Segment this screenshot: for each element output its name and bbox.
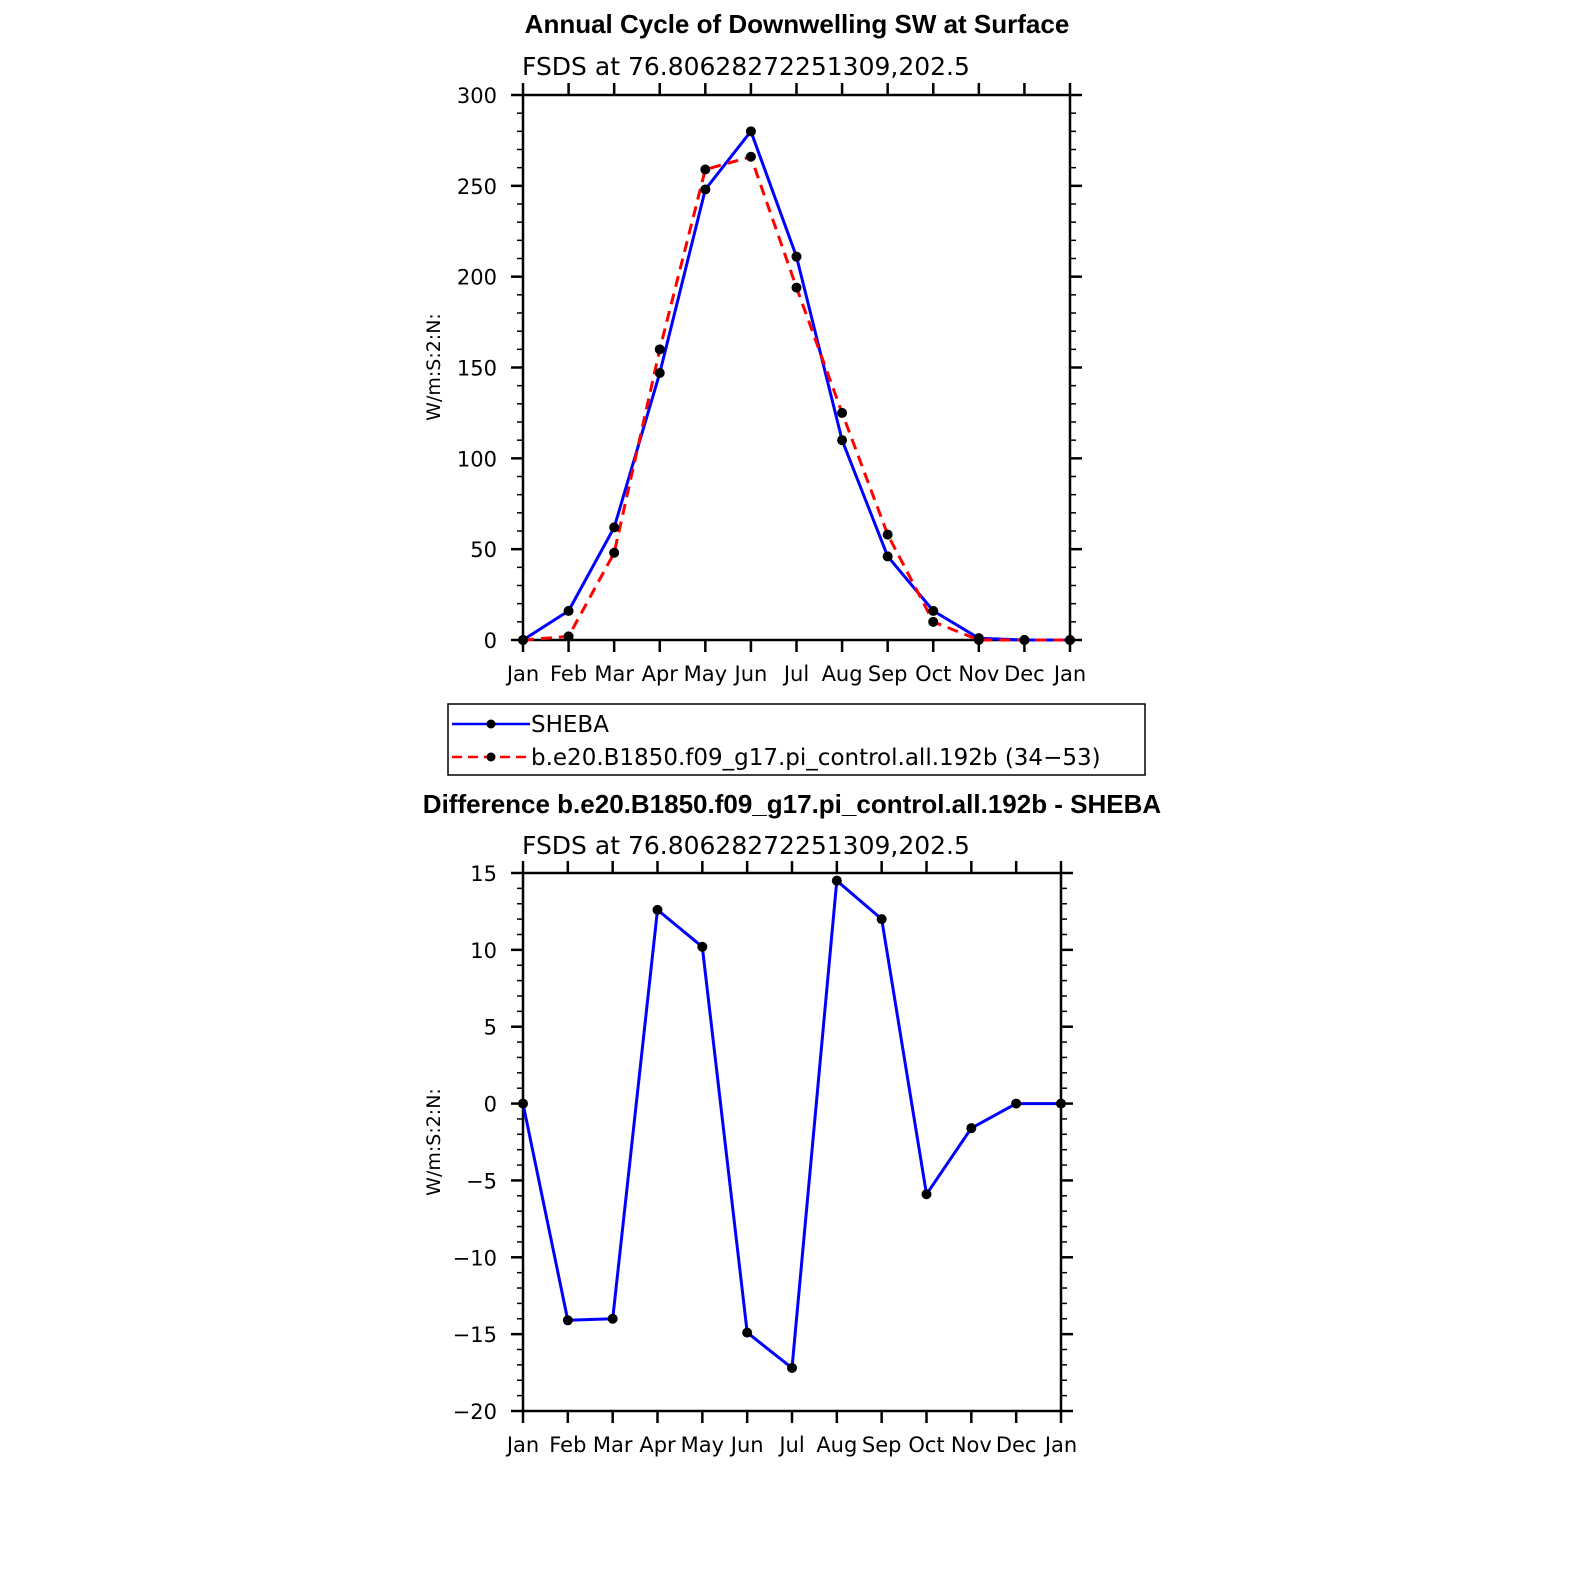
x-tick-label: Sep — [868, 662, 908, 686]
series-line-0 — [522, 129, 1070, 642]
x-tick-label: Aug — [822, 662, 863, 686]
x-tick-label: Apr — [642, 662, 679, 686]
data-point-0 — [876, 914, 887, 925]
y-tick-label: 150 — [457, 357, 497, 381]
plot-frame — [521, 93, 1072, 642]
x-tick-label: Oct — [908, 1433, 944, 1457]
data-point-1 — [609, 547, 620, 558]
x-tick-label: Mar — [594, 662, 634, 686]
x-tick-label: Oct — [915, 662, 951, 686]
data-point-1 — [791, 282, 802, 293]
x-tick-label: Jan — [1052, 662, 1086, 686]
data-point-0 — [652, 904, 663, 915]
data-point-1 — [928, 616, 939, 627]
series-line-0 — [521, 879, 1061, 1370]
chart-subtitle: FSDS at 76.80628272251309,202.5 — [522, 52, 970, 81]
series-line-1 — [522, 155, 1070, 642]
data-point-1 — [563, 631, 574, 642]
x-tick-label: Jan — [1043, 1433, 1077, 1457]
y-tick-label: −10 — [453, 1246, 497, 1270]
plot-frame — [521, 871, 1063, 1413]
data-point-1 — [654, 344, 665, 355]
y-tick-label: 50 — [470, 538, 497, 562]
data-point-0 — [966, 1123, 977, 1134]
y-tick-label: 100 — [457, 447, 497, 471]
chart-subtitle: FSDS at 76.80628272251309,202.5 — [522, 831, 970, 860]
x-tick-label: May — [684, 662, 727, 686]
data-point-0 — [791, 251, 802, 262]
data-point-0 — [787, 1362, 797, 1373]
x-tick-label: Jul — [782, 662, 809, 686]
x-tick-label: Nov — [951, 1433, 992, 1457]
data-point-0 — [882, 551, 893, 562]
data-point-0 — [562, 1315, 573, 1326]
y-axis-label: W/m:S:2:N: — [423, 1088, 445, 1196]
legend-box — [447, 703, 1146, 776]
chart-title: Difference b.e20.B1850.f09_g17.pi_contro… — [423, 789, 1162, 819]
data-point-0 — [928, 605, 939, 616]
x-tick-label: Dec — [1004, 662, 1045, 686]
x-tick-label: Dec — [996, 1433, 1037, 1457]
plot-area: −20 −15 −10 −5 0 5 10 15 Jan Feb Mar Apr May Jun Jul Au… — [453, 861, 1077, 1457]
y-axis-label: W/m:S:2:N: — [423, 313, 445, 421]
x-tick-label: Mar — [593, 1433, 633, 1457]
data-point-1 — [1019, 635, 1030, 645]
x-tick-label: Feb — [549, 1433, 586, 1457]
data-point-0 — [1056, 1098, 1066, 1109]
x-tick-label: Jan — [505, 662, 539, 686]
data-point-1 — [518, 635, 528, 645]
data-point-0 — [654, 367, 665, 378]
data-point-0 — [837, 435, 848, 446]
legend: SHEBA b.e20.B1850.f09_g17.pi_control.all… — [447, 703, 1146, 776]
data-point-0 — [609, 522, 620, 533]
y-tick-label: 200 — [457, 266, 497, 290]
y-tick-label: −15 — [453, 1323, 497, 1347]
x-tick-label: Aug — [816, 1433, 857, 1457]
data-point-0 — [742, 1327, 753, 1338]
legend-label-model: b.e20.B1850.f09_g17.pi_control.all.192b … — [531, 745, 1101, 771]
y-tick-label: −5 — [466, 1169, 497, 1193]
chart-difference: Difference b.e20.B1850.f09_g17.pi_contro… — [423, 789, 1162, 1457]
y-tick-label: 300 — [457, 84, 497, 108]
y-tick-label: 0 — [484, 629, 497, 653]
legend-marker-model — [486, 752, 496, 762]
data-point-0 — [607, 1313, 618, 1324]
data-point-1 — [837, 407, 848, 418]
x-tick-label: Jun — [733, 662, 768, 686]
legend-marker-sheba — [486, 719, 496, 729]
data-point-1 — [1065, 635, 1075, 645]
data-point-0 — [745, 126, 756, 137]
x-tick-label: Feb — [550, 662, 587, 686]
data-point-0 — [831, 875, 842, 886]
y-tick-label: 250 — [457, 175, 497, 199]
x-tick-label: Jun — [729, 1433, 764, 1457]
data-point-1 — [700, 164, 711, 175]
y-tick-label: 0 — [484, 1093, 497, 1117]
x-tick-label: Sep — [862, 1433, 902, 1457]
y-tick-label: 5 — [484, 1016, 497, 1040]
data-point-1 — [973, 635, 984, 645]
chart-title: Annual Cycle of Downwelling SW at Surfac… — [525, 9, 1070, 39]
data-point-1 — [882, 529, 893, 540]
data-point-0 — [700, 184, 711, 195]
chart-annual-cycle: Annual Cycle of Downwelling SW at Surfac… — [423, 9, 1146, 776]
data-point-0 — [1011, 1098, 1022, 1109]
plot-area: 0 50 100 150 200 250 300 Jan Feb Mar Apr May Jun Jul A… — [457, 83, 1086, 686]
data-point-0 — [518, 1098, 528, 1109]
x-tick-label: Jan — [505, 1433, 539, 1457]
data-point-0 — [697, 941, 708, 952]
data-point-0 — [563, 605, 574, 616]
x-tick-label: May — [681, 1433, 724, 1457]
data-point-0 — [921, 1189, 932, 1200]
legend-label-sheba: SHEBA — [531, 712, 609, 738]
y-tick-label: 15 — [470, 862, 497, 886]
x-tick-label: Apr — [639, 1433, 676, 1457]
x-tick-label: Nov — [958, 662, 999, 686]
x-tick-label: Jul — [777, 1433, 804, 1457]
y-tick-label: 10 — [470, 939, 497, 963]
data-point-1 — [745, 151, 756, 162]
y-tick-label: −20 — [453, 1400, 497, 1424]
